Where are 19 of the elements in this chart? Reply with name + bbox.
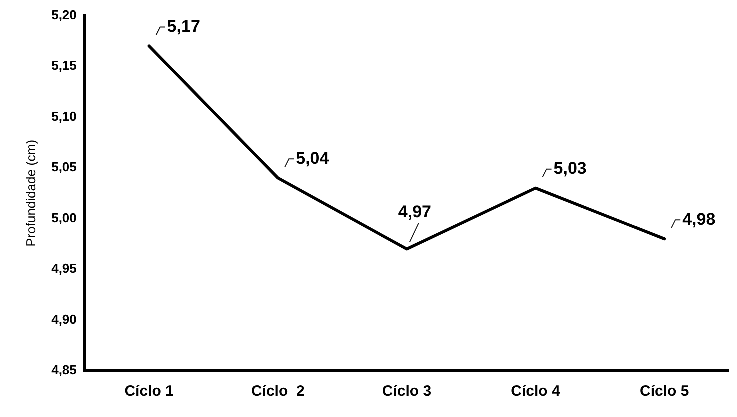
x-tick-label: Cíclo 5 [640,383,690,400]
data-label: 5,17 [167,16,200,36]
y-tick-label: 5,15 [52,58,77,74]
x-tick-label: Cíclo 4 [511,383,562,400]
data-label: 5,04 [296,148,330,168]
data-label: 4,97 [398,202,432,222]
data-label: 5,03 [554,159,587,178]
y-tick-label: 4,90 [52,312,77,327]
x-tick-label: Cíclo 3 [382,383,432,400]
x-tick-label: Cíclo 1 [124,383,174,400]
y-tick-label: 5,10 [52,108,77,124]
y-tick-label: 5,05 [52,160,77,175]
y-tick-label: 5,20 [52,7,77,22]
y-tick-label: 4,85 [52,362,77,378]
x-tick-label: Cíclo 2 [251,383,305,400]
y-tick-label: 4,95 [52,261,77,276]
data-label: 4,98 [682,210,716,229]
y-axis-title: Profundidade (cm) [23,140,38,247]
y-tick-label: 5,00 [52,210,77,226]
